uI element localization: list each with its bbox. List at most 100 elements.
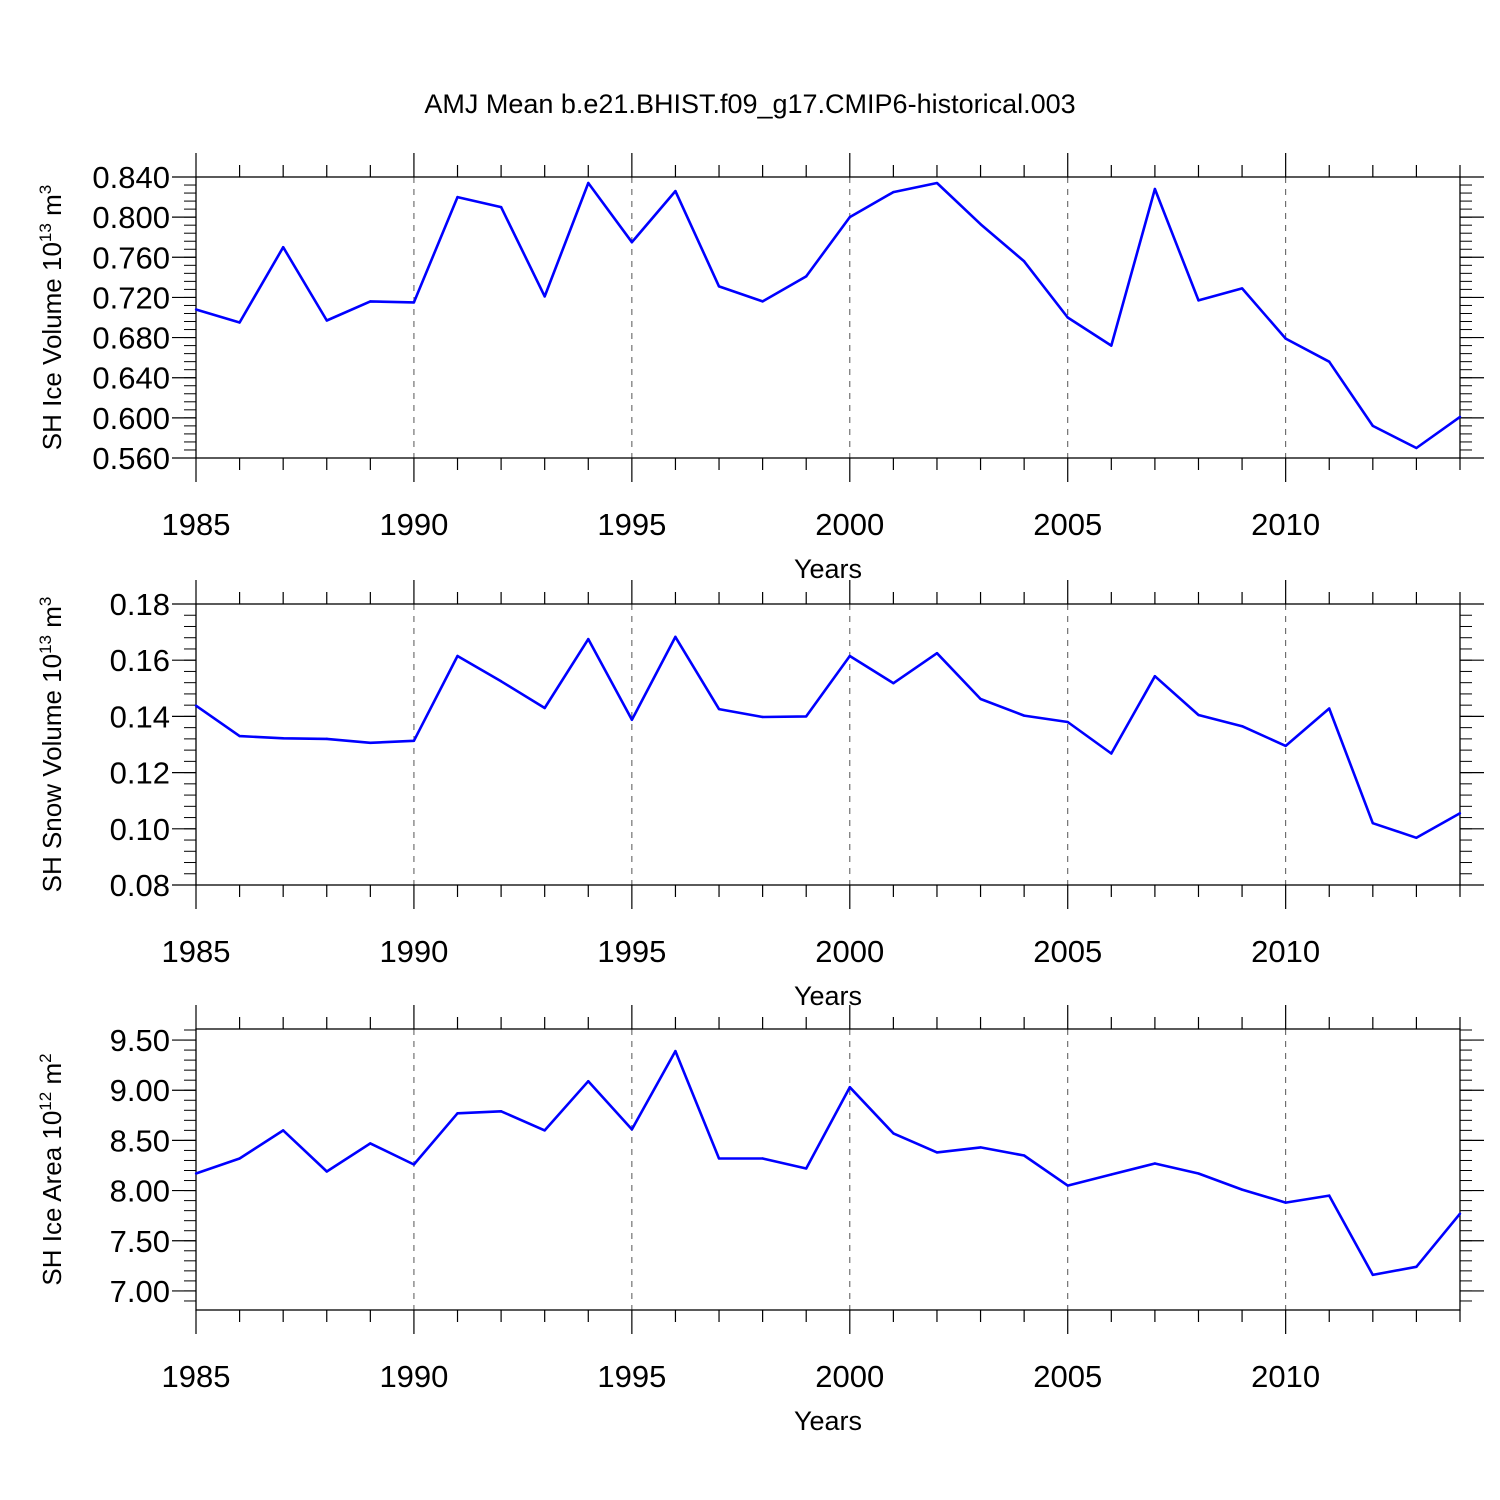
x-axis-label: Years [794,1406,862,1436]
data-point [1240,725,1244,728]
data-point [194,308,198,311]
data-point [412,1163,416,1166]
y-tick-label: 0.840 [92,160,170,195]
series-line [195,1049,1462,1277]
data-point [1066,1184,1069,1187]
data-point [1153,187,1157,191]
data-point [805,275,808,278]
x-tick-label: 2000 [815,507,884,542]
x-tick-label: 2010 [1251,934,1320,969]
data-point [499,205,503,209]
data-point [456,1112,459,1115]
y-tick-label: 0.14 [110,699,170,734]
x-axis-label: Years [794,554,862,584]
data-point [543,1129,546,1132]
data-point [630,1128,634,1131]
x-tick-label: 2010 [1251,507,1320,542]
data-point [499,680,503,683]
data-point [1371,424,1375,428]
data-point [761,715,764,719]
data-point [238,734,241,738]
data-point [456,195,459,199]
data-point [1197,299,1200,302]
data-point [1153,1162,1157,1165]
data-point [1110,752,1113,755]
data-point [499,1110,503,1113]
data-point [1328,1194,1331,1197]
data-point [848,1086,851,1089]
data-point [848,654,851,658]
data-point [587,181,590,185]
data-point [1284,744,1287,748]
data-point [369,741,372,745]
data-point [587,1079,590,1083]
x-tick-label: 1995 [597,1359,666,1394]
data-point [979,697,982,701]
data-point [674,1049,677,1053]
y-tick-label: 0.800 [92,200,170,235]
data-point [1022,714,1026,717]
y-tick-label: 7.50 [110,1224,170,1259]
data-point [1066,316,1069,319]
figure-title: AMJ Mean b.e21.BHIST.f09_g17.CMIP6-histo… [424,89,1075,119]
data-point [238,321,241,324]
x-tick-label: 1990 [379,507,448,542]
data-point [892,682,895,685]
y-tick-label: 7.00 [110,1274,170,1309]
y-tick-label: 0.10 [110,812,170,847]
data-point [194,1172,198,1175]
x-tick-label: 1985 [162,1359,231,1394]
data-point [325,319,328,322]
y-tick-label: 0.18 [110,587,170,622]
y-axis-label: SH Ice Area 1012 m2 [36,1053,67,1285]
data-point [1458,1212,1462,1215]
data-point [848,215,851,219]
data-point [630,718,634,721]
chart-panel-1: 0.560 0.600 0.640 0.680 0.720 0.760 0.800 0.840… [36,153,1484,584]
x-tick-label: 2005 [1033,934,1102,969]
data-point [1458,415,1462,419]
data-point [892,1132,895,1135]
data-point [543,295,546,298]
y-tick-label: 0.16 [110,643,170,678]
y-tick-label: 0.600 [92,401,170,436]
data-point [1110,1173,1113,1176]
data-point [1415,1265,1418,1269]
data-point [979,1146,982,1149]
data-point [935,1151,939,1154]
data-point [979,222,982,226]
data-point [935,181,939,185]
data-point [281,737,285,740]
y-tick-label: 0.12 [110,756,170,791]
data-point [325,1170,328,1173]
data-point [412,301,416,304]
data-point [1066,720,1069,724]
data-point [1328,707,1331,710]
series-line [195,181,1461,450]
data-point [281,1129,285,1132]
data-point [674,635,677,639]
x-tick-label: 1995 [597,507,666,542]
y-tick-label: 8.00 [110,1174,170,1209]
y-axis-label: SH Snow Volume 1013 m3 [36,597,67,893]
plot-frame [195,1028,1461,1311]
data-point [325,737,328,741]
data-point [761,300,764,303]
x-tick-label: 2005 [1033,507,1102,542]
data-point [1458,812,1462,815]
data-point [1415,446,1418,450]
data-point [805,1167,808,1170]
data-point [892,190,895,194]
data-point [1371,1273,1375,1277]
data-point [1022,1154,1026,1157]
data-point [543,706,546,710]
y-tick-label: 8.50 [110,1123,170,1158]
data-point [935,651,939,655]
plot-frame [195,176,1461,459]
data-point [630,241,634,244]
data-point [412,739,416,743]
y-tick-label: 0.08 [110,868,170,903]
x-axis-label: Years [794,981,862,1011]
y-tick-label: 0.760 [92,240,170,275]
data-point [1022,260,1026,263]
